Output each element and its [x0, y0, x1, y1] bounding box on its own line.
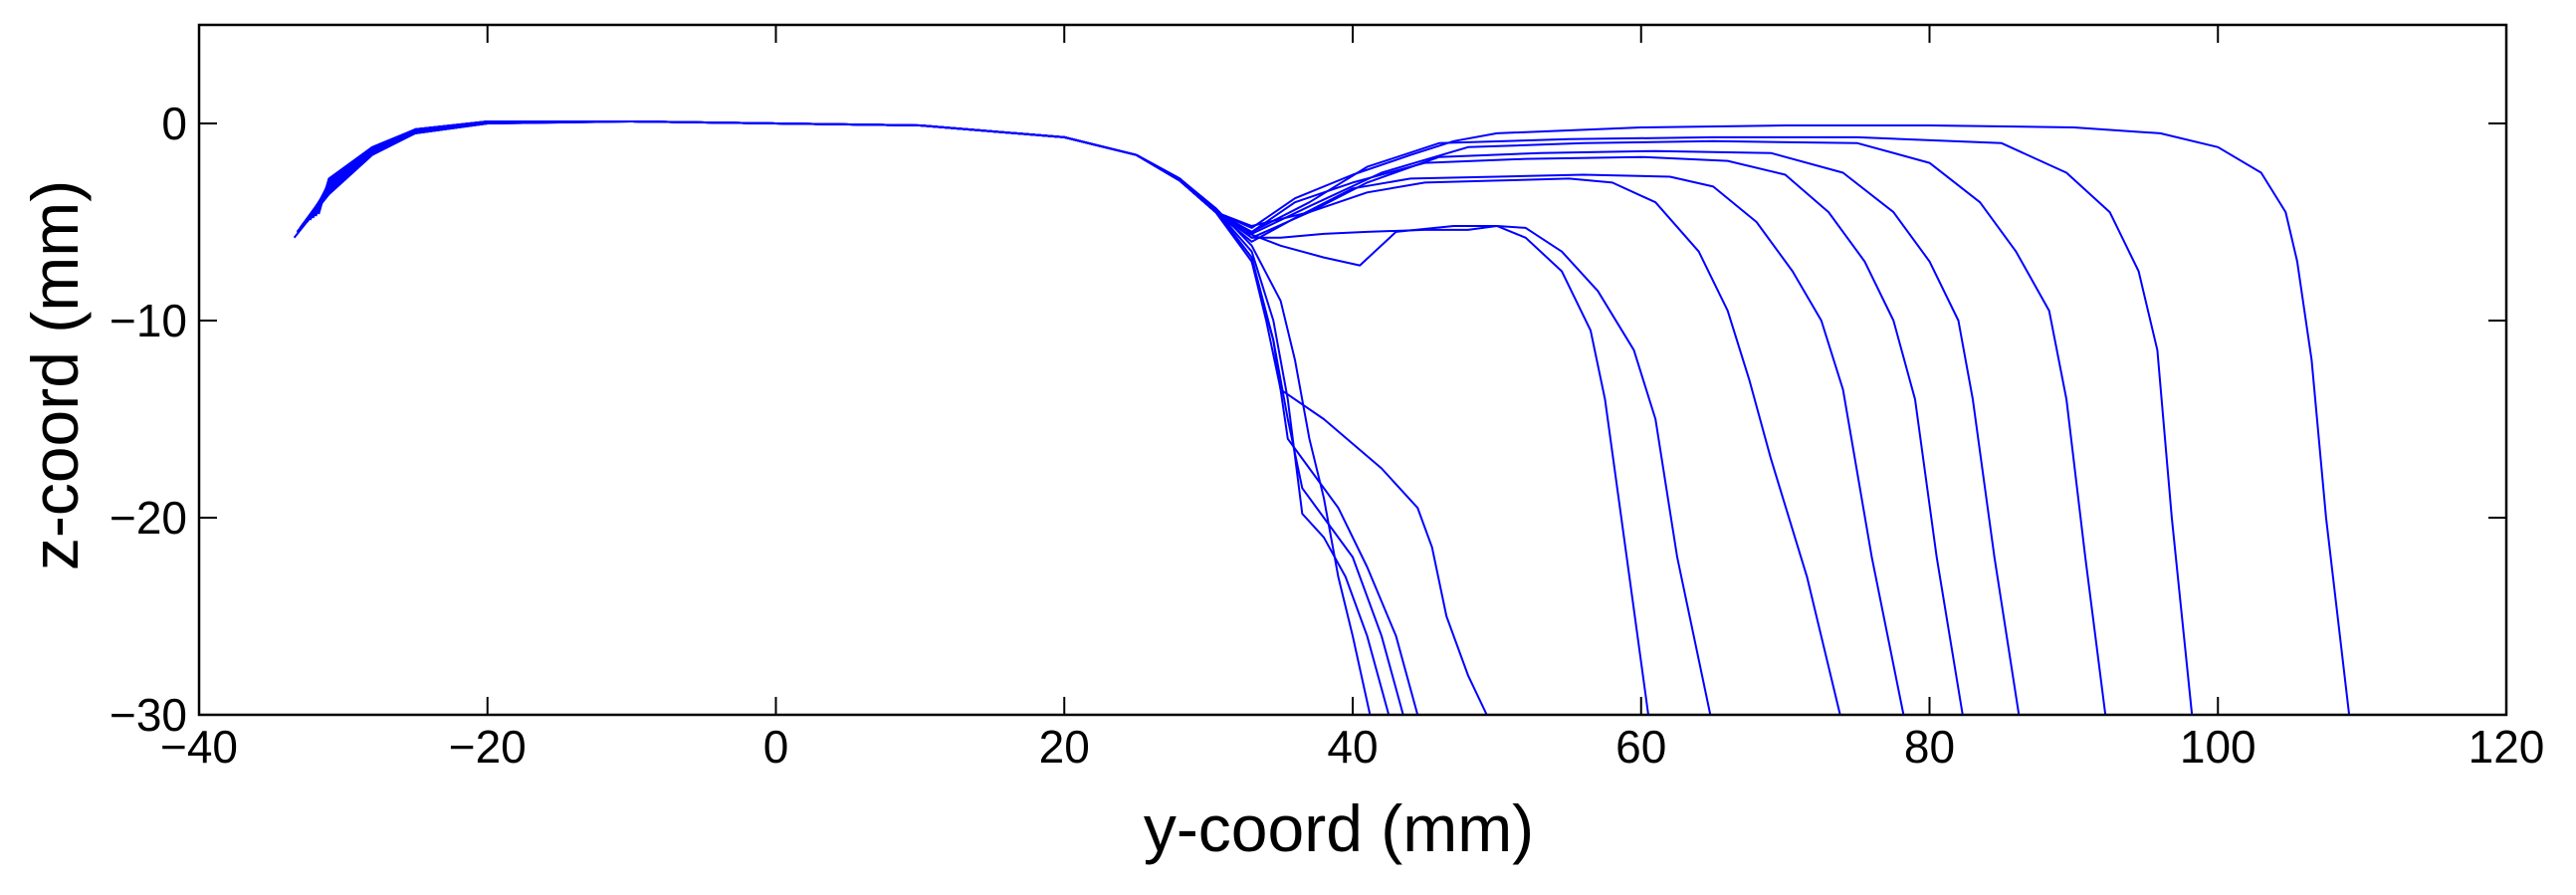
- x-tick-label: 40: [1327, 721, 1378, 773]
- y-tick-labels: −30 −20 −10 0: [109, 98, 187, 741]
- x-tick-label: −20: [449, 721, 527, 773]
- y-tick-label: 0: [161, 98, 187, 149]
- x-tick-label: 20: [1039, 721, 1090, 773]
- x-tick-label: −40: [160, 721, 238, 773]
- x-tick-labels: −40 −20 0 20 40 60 80 100 120: [160, 721, 2544, 773]
- y-tick-label: −10: [109, 295, 187, 346]
- y-tick-label: −20: [109, 492, 187, 544]
- x-tick-label: 100: [2180, 721, 2256, 773]
- series-line-14: [318, 120, 2351, 716]
- tick-marks: [198, 25, 2507, 716]
- x-axis-label: y-coord (mm): [1144, 791, 1534, 865]
- y-tick-label: −30: [109, 689, 187, 741]
- x-tick-label: 0: [763, 721, 789, 773]
- series-lines: [293, 120, 2351, 716]
- x-tick-label: 80: [1904, 721, 1955, 773]
- x-tick-label: 60: [1615, 721, 1666, 773]
- y-axis-label: z-coord (mm): [18, 180, 92, 570]
- x-tick-label: 120: [2469, 721, 2545, 773]
